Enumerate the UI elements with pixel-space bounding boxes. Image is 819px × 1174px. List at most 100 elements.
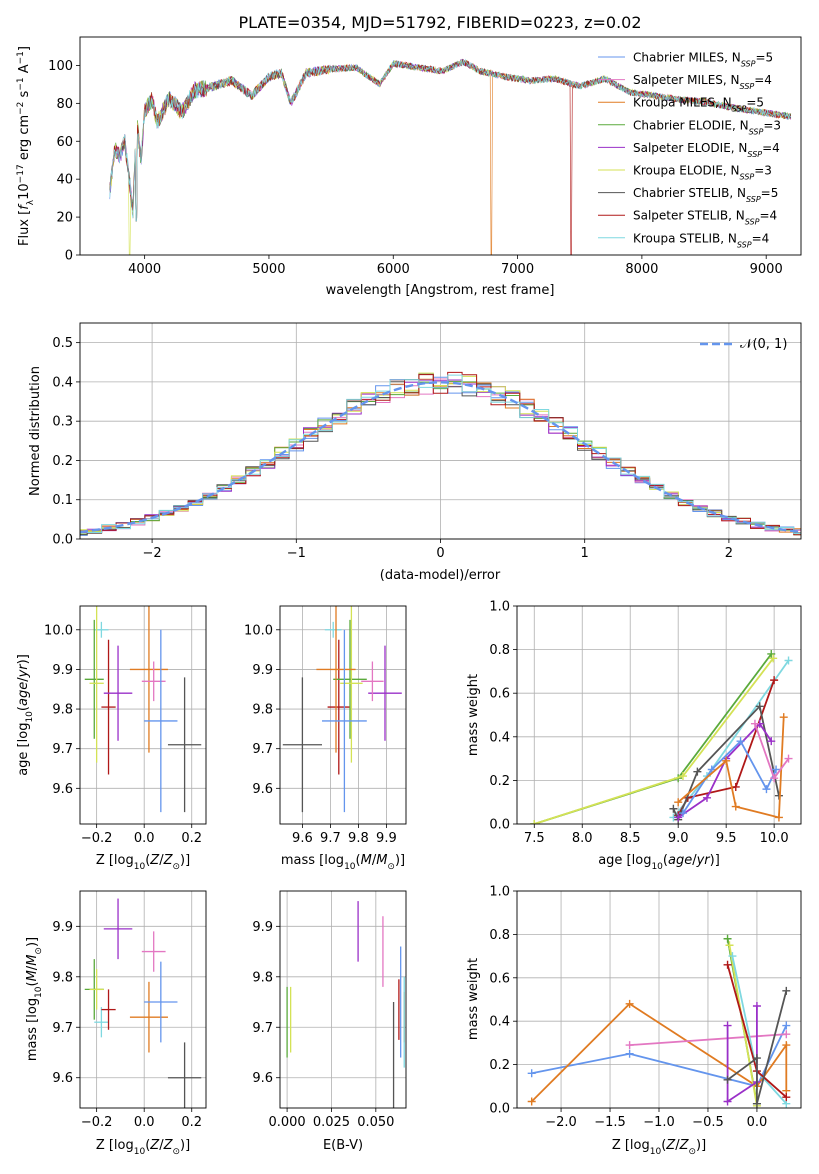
x-tick-label: −1.0 [643, 1115, 675, 1130]
x-axis-label: Z [log10(Z/Z⊙)] [96, 853, 190, 872]
y-tick-label: 10.0 [44, 623, 73, 638]
plus-marker [779, 713, 788, 722]
x-tick-label: 0.0 [134, 831, 155, 846]
mass-weight-vs-metallicity-axes: −2.0 −1.5 −1.0 −0.5 0.0 0.0 0.2 0.4 0.6 0.8 1.0 [489, 885, 802, 1130]
plus-marker [774, 813, 783, 822]
plus-marker [728, 952, 737, 961]
plus-marker [767, 737, 776, 746]
x-tick-label: 9.8 [348, 831, 369, 846]
plus-marker [674, 798, 683, 807]
axes-frame [279, 605, 407, 825]
y-tick-label: 0.4 [489, 1015, 510, 1030]
y-tick-label: 9.6 [252, 1071, 273, 1086]
x-tick-label: 0.2 [181, 831, 202, 846]
histogram-series [80, 372, 801, 534]
x-tick-label: 0 [436, 546, 444, 561]
age-vs-mass-axes: 9.6 9.7 9.8 9.9 9.6 9.7 9.8 9.9 10.0 [244, 605, 407, 846]
plot-area [80, 371, 801, 536]
axes-frame [516, 890, 802, 1109]
plus-marker [669, 804, 678, 813]
y-tick-label: 0.4 [52, 375, 73, 390]
plus-marker [625, 999, 634, 1008]
y-tick-label: 9.7 [52, 1021, 73, 1036]
x-axis-label: (data-model)/error [380, 568, 501, 583]
axes-frame [79, 890, 207, 1109]
plus-marker [782, 1030, 791, 1039]
legend-entry: Kroupa STELIB, NSSP=4 [633, 231, 769, 249]
y-tick-label: 60 [56, 135, 73, 150]
y-tick-label: 1.0 [489, 600, 510, 615]
spectrum-series-line [109, 58, 791, 222]
plus-marker [678, 809, 687, 818]
x-tick-label: 6000 [377, 262, 410, 277]
legend-entry: Kroupa ELODIE, NSSP=3 [633, 164, 772, 182]
plus-marker [527, 1097, 536, 1106]
plot-area [286, 901, 405, 1108]
plus-marker [784, 754, 793, 763]
y-tick-label: 9.7 [252, 742, 273, 757]
y-tick-label: 9.9 [52, 663, 73, 678]
x-tick-label: −1 [287, 546, 306, 561]
plus-marker [722, 756, 731, 765]
axes-frame [79, 36, 802, 256]
y-tick-label: 0.1 [52, 493, 73, 508]
y-tick-label: 0.0 [52, 533, 73, 548]
y-tick-label: 0.5 [52, 336, 73, 351]
x-tick-label: 9.9 [376, 831, 397, 846]
histogram-axes: −2 −1 0 1 2 0.0 0.1 0.2 0.3 0.4 0.5 𝒩(0, 1) [52, 322, 802, 561]
y-tick-label: 0 [65, 249, 73, 264]
y-tick-label: 0.6 [489, 971, 510, 986]
legend-entry: Chabrier ELODIE, NSSP=3 [633, 118, 781, 136]
x-tick-label: 0.0 [134, 1115, 155, 1130]
y-axis-label: Flux [fλ10−17 erg cm−2 s−1 A−1] [16, 46, 36, 246]
x-axis-label: wavelength [Angstrom, rest frame] [326, 283, 555, 298]
y-axis-label: age [log10(age/yr)] [16, 654, 35, 776]
y-tick-label: 9.8 [252, 703, 273, 718]
legend-entry: Chabrier STELIB, NSSP=5 [633, 186, 778, 204]
mass-weight-line [727, 990, 788, 1104]
y-tick-label: 80 [56, 97, 73, 112]
y-tick-label: 0.2 [489, 1058, 510, 1073]
y-tick-label: 9.6 [252, 782, 273, 797]
plot-area [84, 606, 202, 813]
plus-marker [693, 767, 702, 776]
y-tick-label: 0.2 [489, 774, 510, 789]
legend-entry: Salpeter STELIB, NSSP=4 [633, 209, 777, 227]
y-tick-label: 0.8 [489, 643, 510, 658]
plot-area [109, 58, 792, 255]
y-axis-label: mass [log10(M/M⊙)] [25, 937, 44, 1061]
plus-marker [750, 719, 759, 728]
y-tick-label: 20 [56, 211, 73, 226]
plus-marker [770, 676, 779, 685]
x-tick-label: 1 [581, 546, 589, 561]
x-tick-label: 7000 [501, 262, 534, 277]
y-tick-label: 40 [56, 173, 73, 188]
x-axis-label: E(B-V) [323, 1138, 363, 1153]
x-tick-label: 9.0 [668, 831, 689, 846]
x-tick-label: 8.0 [572, 831, 593, 846]
plus-marker [752, 1054, 761, 1063]
y-tick-label: 9.7 [52, 742, 73, 757]
y-tick-label: 0.0 [489, 818, 510, 833]
plus-marker [723, 1021, 732, 1030]
plus-marker [770, 774, 779, 783]
plus-marker [731, 802, 740, 811]
legend-entry: Salpeter MILES, NSSP=4 [633, 73, 772, 91]
axes-frame [279, 890, 407, 1109]
legend-entry: Salpeter ELODIE, NSSP=4 [633, 141, 780, 159]
mass-weight-line [726, 1006, 758, 1104]
y-tick-label: 9.7 [252, 1021, 273, 1036]
legend-entry: 𝒩(0, 1) [740, 337, 787, 352]
x-tick-label: 4000 [128, 262, 161, 277]
x-tick-label: 9.5 [716, 831, 737, 846]
x-tick-label: 0.050 [357, 1115, 394, 1130]
y-tick-label: 10.0 [244, 623, 273, 638]
y-tick-label: 0.3 [52, 415, 73, 430]
plus-marker [784, 656, 793, 665]
x-tick-label: −0.2 [81, 1115, 113, 1130]
histogram-series [80, 374, 801, 534]
y-tick-label: 9.8 [252, 970, 273, 985]
spectrum-axes: 4000 5000 6000 7000 8000 9000 0 20 40 60 80 100 Chab… [48, 36, 802, 277]
y-tick-label: 0.0 [489, 1102, 510, 1117]
